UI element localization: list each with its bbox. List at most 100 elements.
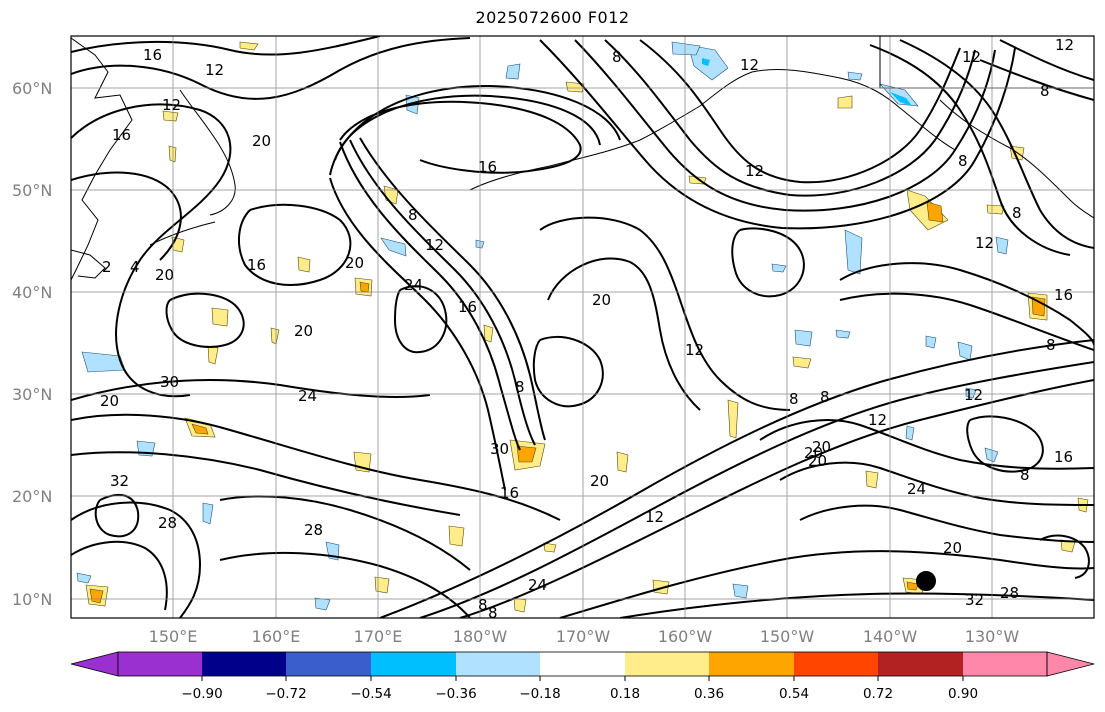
- colorbar-bin: [878, 652, 963, 676]
- contour-label: 16: [1054, 286, 1073, 304]
- colorbar-label: −0.54: [350, 686, 391, 702]
- contour-label: 28: [158, 514, 177, 532]
- lat-label: 20°N: [12, 487, 52, 506]
- colorbar-label: −0.90: [181, 686, 222, 702]
- colorbar-bin: [456, 652, 540, 676]
- lat-label: 40°N: [12, 283, 52, 302]
- contour-label: 16: [247, 256, 266, 274]
- contour-label: 12: [205, 61, 224, 79]
- lon-label: 150°E: [149, 627, 198, 646]
- lon-label: 130°W: [965, 627, 1020, 646]
- contour-label: 8: [408, 206, 418, 224]
- contour-label: 30: [490, 440, 509, 458]
- colorbar-label: −0.18: [519, 686, 560, 702]
- contour-label: 12: [975, 234, 994, 252]
- map-border: [70, 35, 1095, 619]
- contour-label: 32: [965, 591, 984, 609]
- colorbar-extend-low: [70, 651, 119, 677]
- colorbar-bin: [118, 652, 202, 676]
- contour-label: 16: [1054, 448, 1073, 466]
- lon-label: 160°W: [658, 627, 713, 646]
- contour-label: 20: [155, 266, 174, 284]
- contour-label: 8: [958, 152, 968, 170]
- contour-label: 12: [162, 96, 181, 114]
- contour-label: 8: [515, 378, 525, 396]
- contour-label: 8: [789, 390, 799, 408]
- coastlines: [71, 36, 1094, 281]
- contour-label: 32: [110, 472, 129, 490]
- contour-label: 20: [345, 254, 364, 272]
- colorbar-bin: [794, 652, 878, 676]
- lon-label: 150°W: [760, 627, 815, 646]
- contour-label: 16: [458, 298, 477, 316]
- colorbar-label: 0.90: [948, 686, 978, 702]
- contour-label: 24: [404, 276, 423, 294]
- contour-label: 12: [645, 508, 664, 526]
- lon-label: 180°W: [453, 627, 508, 646]
- positive-core: [89, 201, 1046, 604]
- contour-label: 12: [962, 48, 981, 66]
- contour-label: 8: [612, 48, 622, 66]
- lon-label: 140°W: [863, 627, 918, 646]
- contour-label: 16: [143, 46, 162, 64]
- contour-label: 20: [590, 472, 609, 490]
- contour-label: 12: [425, 236, 444, 254]
- contour-label: 20: [100, 392, 119, 410]
- contour-label: 8: [820, 388, 830, 406]
- contour-label: 8: [1020, 466, 1030, 484]
- colorbar-label: −0.36: [435, 686, 476, 702]
- contour-label: 8: [1040, 82, 1050, 100]
- contour-label: 20: [943, 539, 962, 557]
- colorbar-labels: −0.90 −0.72 −0.54 −0.36 −0.18 0.18 0.36 …: [181, 686, 978, 702]
- contour-label: 20: [252, 132, 271, 150]
- contour-label: 8: [1046, 336, 1056, 354]
- lat-label: 60°N: [12, 79, 52, 98]
- figure-title: 2025072600 F012: [475, 8, 630, 27]
- colorbar-bin: [963, 652, 1047, 676]
- colorbar-bin: [371, 652, 456, 676]
- lon-label: 170°E: [354, 627, 403, 646]
- contour-label: 16: [478, 158, 497, 176]
- contour-label: 12: [964, 386, 983, 404]
- contour-label: 4: [130, 258, 140, 276]
- lat-label: 10°N: [12, 590, 52, 609]
- contour-label: 24: [298, 387, 317, 405]
- colorbar-label: 0.36: [694, 686, 724, 702]
- colorbar-bin: [625, 652, 709, 676]
- colorbar-bin: [286, 652, 371, 676]
- colorbar-label: 0.54: [779, 686, 809, 702]
- colorbar-bin: [709, 652, 794, 676]
- contour-label: 12: [685, 341, 704, 359]
- longitude-labels: 150°E 160°E 170°E 180°W 170°W 160°W 150°…: [149, 627, 1020, 646]
- colorbar-label: 0.18: [610, 686, 640, 702]
- contour-label: 24: [528, 576, 547, 594]
- contour-label: 8: [1012, 204, 1022, 222]
- contour-label: 20: [592, 291, 611, 309]
- contour-label: 12: [868, 411, 887, 429]
- contour-label: 28: [304, 521, 323, 539]
- contour-label: 2: [102, 258, 112, 276]
- colorbar-ticks: [201, 676, 964, 681]
- contour-label: 12: [740, 56, 759, 74]
- contour-label: 12: [1055, 36, 1074, 54]
- height-contours: [71, 36, 1094, 618]
- colorbar-label: 0.72: [863, 686, 893, 702]
- map-panel: 16 12 12 16 20 8 12 12 12 12 8 16 12 8 8…: [71, 36, 1094, 618]
- colorbar-bin: [202, 652, 286, 676]
- contour-label: 20: [812, 438, 831, 456]
- lon-label: 170°W: [556, 627, 611, 646]
- contour-label: 16: [112, 126, 131, 144]
- contour-label: 8: [478, 596, 488, 614]
- colorbar-extend-high: [1046, 651, 1095, 677]
- colorbar-bin: [540, 652, 625, 676]
- contour-labels: 16 12 12 16 20 8 12 12 12 12 8 16 12 8 8…: [100, 36, 1074, 618]
- colorbar-label: −0.72: [265, 686, 306, 702]
- contour-label: 30: [160, 373, 179, 391]
- contour-label: 28: [1000, 584, 1019, 602]
- contour-label: 20: [808, 452, 827, 470]
- contour-label: 20: [294, 322, 313, 340]
- contour-label: 16: [500, 484, 519, 502]
- lat-label: 50°N: [12, 181, 52, 200]
- graticule: [71, 36, 1094, 618]
